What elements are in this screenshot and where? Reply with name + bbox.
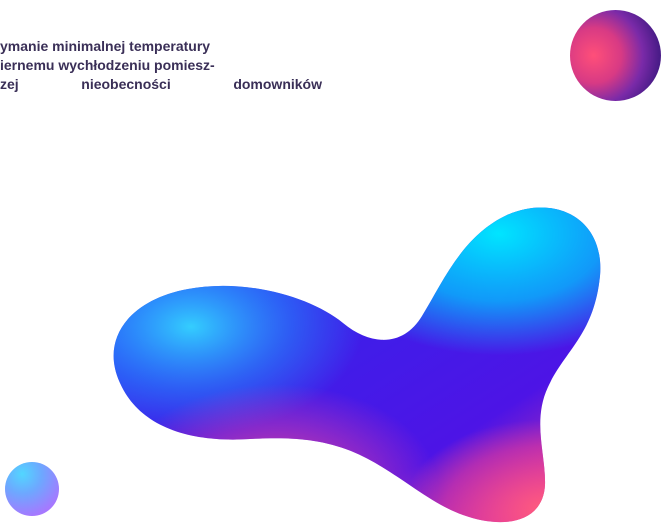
- paragraph-line-1: ymanie minimalnej temperatury: [0, 38, 211, 54]
- gradient-sphere-icon: [5, 462, 59, 516]
- paragraph-line-3: zej nieobecności domowników: [0, 76, 322, 92]
- abstract-fluid-shape-icon: [100, 205, 605, 525]
- gradient-sphere-icon: [570, 10, 661, 101]
- paragraph-line-2: iernemu wychłodzeniu pomiesz-: [0, 57, 215, 73]
- body-text-paragraph: ymanie minimalnej temperatury iernemu wy…: [0, 37, 322, 94]
